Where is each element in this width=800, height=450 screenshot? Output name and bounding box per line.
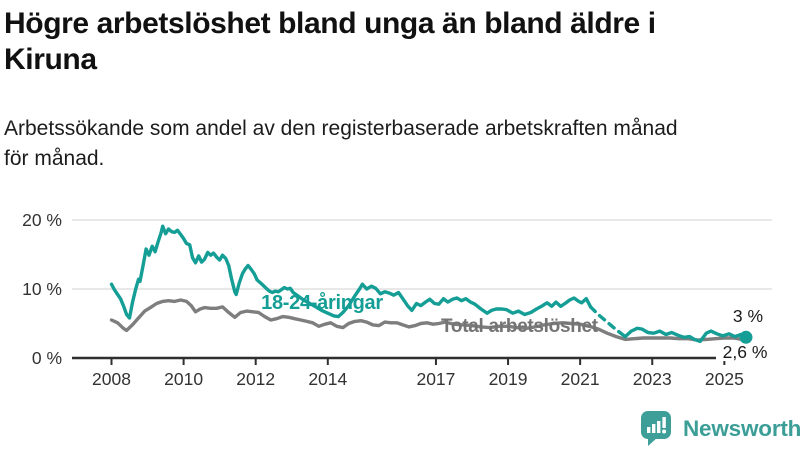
chart-subtitle-line-2: för månad.	[4, 147, 105, 170]
x-axis-label: 2025	[705, 369, 744, 389]
total-series-label: Total arbetslöshet	[441, 316, 599, 337]
youth-series-label: 18-24-åringar	[261, 291, 383, 314]
y-axis-label: 10 %	[22, 279, 62, 299]
x-axis-label: 2017	[416, 369, 455, 389]
chart-line-youth	[109, 224, 593, 320]
x-axis-label: 2008	[92, 369, 131, 389]
y-axis-label: 20 %	[22, 210, 62, 230]
chart-line-youth-dashed	[588, 305, 627, 339]
page-title-line-1: Högre arbetslöshet bland unga än bland ä…	[4, 7, 656, 40]
x-axis-label: 2019	[489, 369, 528, 389]
chart-line-youth	[623, 326, 748, 344]
page-title-line-2: Kiruna	[4, 43, 97, 76]
total-end-label-bg	[716, 344, 774, 361]
x-axis-label: 2021	[561, 369, 600, 389]
newsworthy-brand: Newsworthy	[638, 410, 800, 447]
bar-chart-speech-bubble-icon	[641, 411, 671, 446]
page-title: Högre arbetslöshet bland unga än bland ä…	[4, 6, 796, 78]
total-end-value-label: 2,6 %	[723, 342, 768, 362]
chart-subtitle-line-1: Arbetssökande som andel av den registerb…	[4, 117, 678, 140]
chart-line-total	[109, 298, 748, 342]
youth-end-value-label: 3 %	[733, 306, 763, 326]
youth-end-dot	[739, 330, 753, 344]
x-axis-label: 2023	[633, 369, 672, 389]
y-axis-label: 0 %	[32, 348, 62, 368]
x-axis-label: 2012	[236, 369, 275, 389]
brand-wordmark: Newsworthy	[683, 415, 800, 441]
unemployment-line-chart: 0 % 10 % 20 % 2008 2010 2012 2014 2017 2019 2021 2…	[22, 210, 774, 389]
chart-subtitle: Arbetssökande som andel av den registerb…	[4, 114, 796, 174]
x-axis-label: 2014	[308, 369, 347, 389]
x-axis-label: 2010	[164, 369, 203, 389]
